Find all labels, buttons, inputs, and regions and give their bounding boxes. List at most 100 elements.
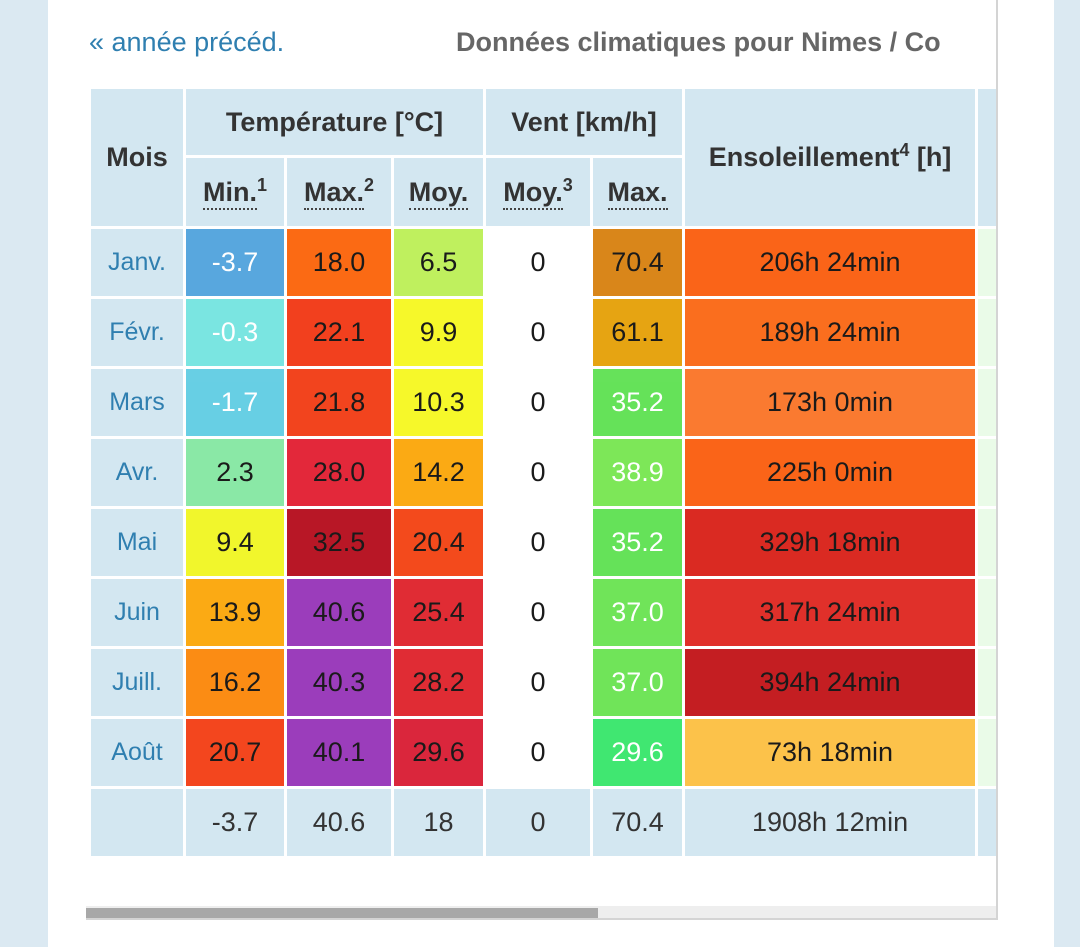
cell-wind-avg: 0 [486, 649, 591, 716]
table-row: Janv. -3.7 18.0 6.5 0 70.4 206h 24min [91, 229, 996, 296]
cell-temp-min: 9.4 [186, 509, 284, 576]
header-temperature: Température [°C] [186, 89, 484, 155]
header-temp-max-abbr: Max. [303, 176, 364, 210]
cell-next-column [978, 439, 996, 506]
cell-wind-avg: 0 [486, 439, 591, 506]
cell-wind-max: 70.4 [593, 229, 683, 296]
cell-temp-max: 28.0 [287, 439, 391, 506]
cell-next-column [978, 369, 996, 436]
cell-sunshine: 189h 24min [685, 299, 976, 366]
cell-temp-max: 32.5 [287, 509, 391, 576]
cell-temp-avg: 6.5 [394, 229, 484, 296]
month-link[interactable]: Août [91, 719, 183, 786]
month-link[interactable]: Mars [91, 369, 183, 436]
month-link[interactable]: Mai [91, 509, 183, 576]
total-temp-avg: 18 [394, 789, 484, 856]
footnote-1: 1 [256, 174, 267, 195]
horizontal-scrollbar-thumb[interactable] [86, 908, 598, 918]
cell-temp-min: 2.3 [186, 439, 284, 506]
header-sunshine-unit: [h] [909, 142, 952, 172]
month-link[interactable]: Févr. [91, 299, 183, 366]
cell-sunshine: 225h 0min [685, 439, 976, 506]
table-navigation: « année précéd. Données climatiques pour… [86, 0, 996, 88]
cell-wind-max: 37.0 [593, 579, 683, 646]
cell-next-column [978, 229, 996, 296]
totals-row: -3.7 40.6 18 0 70.4 1908h 12min [91, 789, 996, 856]
month-link[interactable]: Juill. [91, 649, 183, 716]
header-month: Mois [91, 89, 183, 226]
header-temp-avg[interactable]: Moy. [394, 158, 484, 226]
cell-temp-min: -1.7 [186, 369, 284, 436]
header-sunshine: Ensoleillement4 [h] [685, 89, 976, 226]
cell-next-column [978, 579, 996, 646]
cell-sunshine: 73h 18min [685, 719, 976, 786]
table-row: Juin 13.9 40.6 25.4 0 37.0 317h 24min [91, 579, 996, 646]
header-wind-max[interactable]: Max. [593, 158, 683, 226]
cell-temp-avg: 29.6 [394, 719, 484, 786]
cell-wind-avg: 0 [486, 509, 591, 576]
cell-next-column [978, 299, 996, 366]
table-row: Mai 9.4 32.5 20.4 0 35.2 329h 18min [91, 509, 996, 576]
header-temp-min[interactable]: Min.1 [186, 158, 284, 226]
cell-next-column [978, 719, 996, 786]
header-wind-avg-abbr: Moy. [503, 176, 563, 210]
table-row: Févr. -0.3 22.1 9.9 0 61.1 189h 24min [91, 299, 996, 366]
total-next-column [978, 789, 996, 856]
cell-wind-avg: 0 [486, 579, 591, 646]
cell-wind-max: 29.6 [593, 719, 683, 786]
header-temp-avg-abbr: Moy. [408, 176, 469, 210]
table-row: Août 20.7 40.1 29.6 0 29.6 73h 18min [91, 719, 996, 786]
cell-temp-max: 21.8 [287, 369, 391, 436]
page-title: Données climatiques pour Nimes / Co [456, 27, 941, 57]
climate-table: Mois Température [°C] Vent [km/h] Ensole… [88, 86, 996, 859]
cell-next-column [978, 649, 996, 716]
total-wind-max: 70.4 [593, 789, 683, 856]
header-next-column [978, 89, 996, 226]
total-sunshine: 1908h 12min [685, 789, 976, 856]
table-row: Mars -1.7 21.8 10.3 0 35.2 173h 0min [91, 369, 996, 436]
cell-temp-max: 22.1 [287, 299, 391, 366]
cell-temp-avg: 20.4 [394, 509, 484, 576]
table-body: Janv. -3.7 18.0 6.5 0 70.4 206h 24min Févr. -0.3… [91, 229, 996, 786]
header-temp-min-abbr: Min. [202, 176, 257, 210]
cell-wind-max: 37.0 [593, 649, 683, 716]
cell-temp-max: 40.3 [287, 649, 391, 716]
month-link[interactable]: Juin [91, 579, 183, 646]
previous-year-link[interactable]: « année précéd. [89, 27, 285, 57]
cell-temp-avg: 28.2 [394, 649, 484, 716]
cell-wind-avg: 0 [486, 719, 591, 786]
cell-temp-min: -3.7 [186, 229, 284, 296]
cell-temp-min: 16.2 [186, 649, 284, 716]
cell-temp-avg: 9.9 [394, 299, 484, 366]
month-link[interactable]: Avr. [91, 439, 183, 506]
table-row: Juill. 16.2 40.3 28.2 0 37.0 394h 24min [91, 649, 996, 716]
cell-temp-avg: 25.4 [394, 579, 484, 646]
header-wind-avg[interactable]: Moy.3 [486, 158, 591, 226]
header-temp-max[interactable]: Max.2 [287, 158, 391, 226]
header-wind-max-abbr: Max. [607, 176, 668, 210]
cell-sunshine: 206h 24min [685, 229, 976, 296]
cell-wind-avg: 0 [486, 229, 591, 296]
cell-sunshine: 173h 0min [685, 369, 976, 436]
header-sunshine-footnote: 4 [899, 140, 910, 160]
cell-sunshine: 394h 24min [685, 649, 976, 716]
footnote-3: 3 [562, 174, 573, 195]
cell-sunshine: 329h 18min [685, 509, 976, 576]
cell-temp-min: 20.7 [186, 719, 284, 786]
cell-temp-min: 13.9 [186, 579, 284, 646]
cell-wind-avg: 0 [486, 299, 591, 366]
footnote-2: 2 [364, 174, 375, 195]
cell-temp-min: -0.3 [186, 299, 284, 366]
table-row: Avr. 2.3 28.0 14.2 0 38.9 225h 0min [91, 439, 996, 506]
month-link[interactable]: Janv. [91, 229, 183, 296]
cell-temp-avg: 14.2 [394, 439, 484, 506]
cell-wind-avg: 0 [486, 369, 591, 436]
cell-wind-max: 61.1 [593, 299, 683, 366]
cell-next-column [978, 509, 996, 576]
climate-panel: « année précéd. Données climatiques pour… [86, 0, 998, 920]
cell-temp-max: 40.6 [287, 579, 391, 646]
header-wind: Vent [km/h] [486, 89, 683, 155]
totals-label [91, 789, 183, 856]
cell-temp-max: 40.1 [287, 719, 391, 786]
total-wind-avg: 0 [486, 789, 591, 856]
